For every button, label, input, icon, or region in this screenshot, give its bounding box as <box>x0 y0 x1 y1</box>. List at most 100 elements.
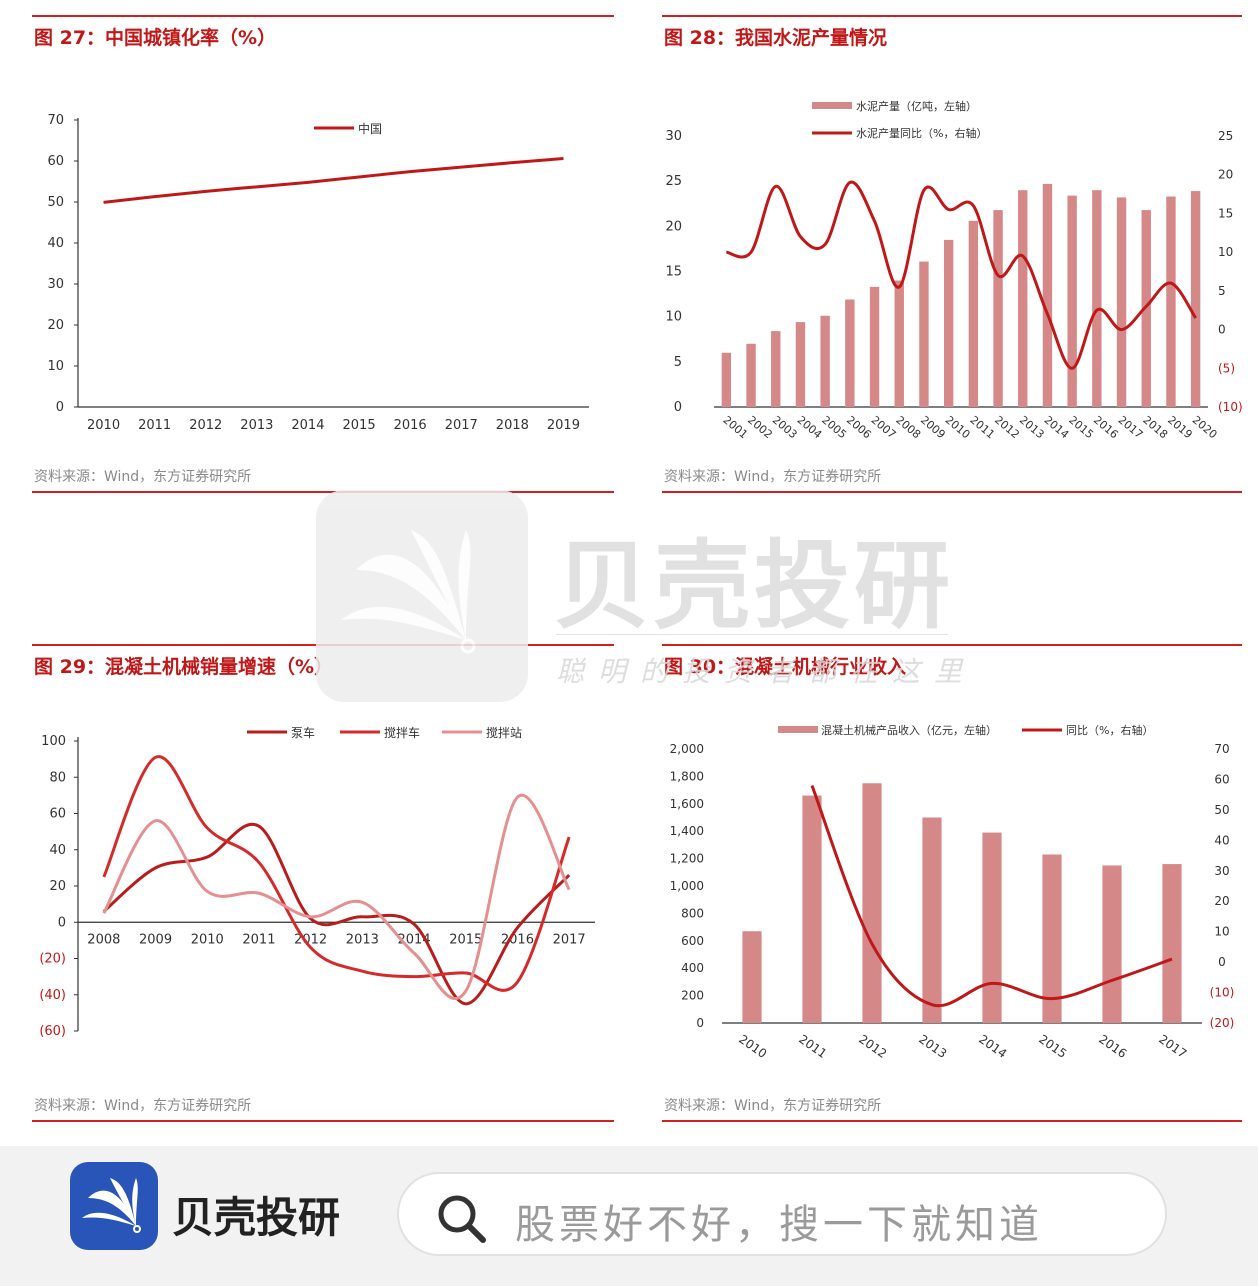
watermark-divider <box>556 634 948 635</box>
x-tick-label: 2018 <box>496 418 529 433</box>
chart-source: 资料来源：Wind，东方证券研究所 <box>664 469 882 485</box>
concrete-machinery-sales-chart: 100 80 60 40 20 0 (20) (40) (60) 2008 2009 2010 2011… <box>39 725 595 1039</box>
bar <box>1102 865 1122 1023</box>
x-tick-label: 2008 <box>893 413 923 441</box>
bar <box>1067 195 1077 407</box>
search-input[interactable]: 股票好不好，搜一下就知道 <box>397 1172 1167 1256</box>
y-left-tick-label: 1,400 <box>670 824 704 838</box>
y-tick-label: 40 <box>49 843 66 858</box>
bar <box>1116 197 1127 407</box>
x-tick-label: 2016 <box>394 418 427 433</box>
bar <box>1018 190 1028 407</box>
series-line-yoy <box>726 180 1197 370</box>
y-left-tick-label: 1,000 <box>670 879 704 893</box>
chart-source: 资料来源：Wind，东方证券研究所 <box>664 1098 882 1114</box>
y-left-tick-label: 600 <box>681 934 704 948</box>
x-tick-label: 2010 <box>191 932 224 947</box>
y-tick-label: 80 <box>49 770 66 785</box>
bar <box>1162 864 1182 1023</box>
x-tick-label: 2015 <box>343 418 376 433</box>
bar <box>919 261 929 407</box>
y-right-tick-label: 20 <box>1214 894 1229 908</box>
legend-label: 搅拌站 <box>486 725 522 740</box>
y-tick-label: 10 <box>47 359 64 374</box>
y-tick-label: 50 <box>47 195 64 210</box>
bar <box>943 239 954 407</box>
panel-bottom-rule <box>32 1120 614 1122</box>
series-line-2 <box>102 793 571 1000</box>
x-tick-label: 2007 <box>869 413 899 441</box>
legend-label: 中国 <box>358 121 382 136</box>
x-tick-label: 2011 <box>796 1032 829 1061</box>
y-tick-label: 0 <box>58 915 66 930</box>
x-tick-label: 2012 <box>856 1032 889 1061</box>
y-tick-label: (40) <box>39 988 66 1003</box>
bar <box>721 352 732 407</box>
bar <box>982 832 1002 1023</box>
chart-source: 资料来源：Wind，东方证券研究所 <box>34 469 252 485</box>
x-tick-label: 2017 <box>553 932 586 947</box>
cement-output-chart: 051015202530(10)(5)051015202520012002200… <box>665 99 1242 441</box>
legend-label: 同比（%，右轴） <box>1066 723 1153 737</box>
bar <box>1190 191 1201 407</box>
x-tick-label: 2002 <box>745 413 775 441</box>
y-right-tick-label: 25 <box>1218 129 1233 143</box>
chart-panel-urbanization: 图 27：中国城镇化率（%） 0 10 20 30 40 50 60 70 2010 2011 20… <box>32 15 614 495</box>
x-tick-label: 2008 <box>87 932 120 947</box>
x-tick-label: 2012 <box>992 413 1022 441</box>
bar <box>820 315 830 407</box>
y-left-tick-label: 800 <box>681 906 704 920</box>
concrete-machinery-revenue-chart: 02004006008001,0001,2001,4001,6001,8002,… <box>670 723 1235 1061</box>
chart-title: 图 29：混凝土机械销量增速（%） <box>34 656 334 678</box>
y-right-tick-label: 40 <box>1214 833 1229 847</box>
x-tick-label: 2010 <box>943 413 973 441</box>
x-tick-label: 2013 <box>346 932 379 947</box>
y-right-tick-label: (10) <box>1210 986 1235 1000</box>
chart-title: 图 30：混凝土机械行业收入 <box>664 656 907 678</box>
x-tick-label: 2020 <box>1190 413 1220 441</box>
y-left-tick-label: 25 <box>665 174 682 189</box>
x-tick-label: 2015 <box>1066 413 1096 441</box>
bar <box>802 795 822 1023</box>
y-tick-label: 100 <box>41 734 66 749</box>
series-line-0 <box>102 822 571 1006</box>
legend-label: 水泥产量同比（%，右轴） <box>856 126 987 140</box>
x-tick-label: 2011 <box>242 932 275 947</box>
footer-bar: 贝壳投研 股票好不好，搜一下就知道 <box>0 1146 1258 1286</box>
y-left-tick-label: 20 <box>665 219 682 234</box>
y-tick-label: 20 <box>47 318 64 333</box>
panel-bottom-rule <box>662 1120 1242 1122</box>
y-tick-label: 30 <box>47 277 64 292</box>
x-tick-label: 2012 <box>189 418 222 433</box>
bar <box>1042 183 1053 407</box>
series-line-中国 <box>103 157 564 204</box>
y-right-tick-label: 30 <box>1214 864 1229 878</box>
app-logo-icon[interactable] <box>70 1162 158 1250</box>
x-tick-label: 2006 <box>844 413 874 441</box>
series-line-1 <box>102 755 571 992</box>
search-placeholder: 股票好不好，搜一下就知道 <box>515 1202 1043 1248</box>
x-tick-label: 2001 <box>720 413 750 441</box>
y-left-tick-label: 1,200 <box>670 852 704 866</box>
x-tick-label: 2013 <box>916 1032 949 1061</box>
bar <box>771 331 781 407</box>
y-right-tick-label: 10 <box>1218 245 1233 259</box>
x-tick-label: 2012 <box>294 932 327 947</box>
x-tick-label: 2015 <box>449 932 482 947</box>
x-tick-label: 2010 <box>87 418 120 433</box>
legend-swatch-bar <box>778 726 818 733</box>
panel-bottom-rule <box>32 491 614 493</box>
bar <box>894 280 904 407</box>
bar <box>746 343 756 407</box>
y-right-tick-label: 0 <box>1218 955 1226 969</box>
y-right-tick-label: 15 <box>1218 206 1233 220</box>
chart-panel-concrete-machinery-revenue: 图 30：混凝土机械行业收入 0 200 400 600 800 1,000 1,200 1,… <box>662 644 1242 1124</box>
x-tick-label: 2004 <box>795 413 825 441</box>
y-tick-label: 60 <box>49 807 66 822</box>
y-tick-label: (60) <box>39 1024 66 1039</box>
y-left-tick-label: 400 <box>681 961 704 975</box>
x-tick-label: 2016 <box>1096 1032 1129 1061</box>
x-tick-label: 2015 <box>1036 1032 1069 1061</box>
y-right-tick-label: 50 <box>1214 803 1229 817</box>
bar <box>993 210 1003 407</box>
